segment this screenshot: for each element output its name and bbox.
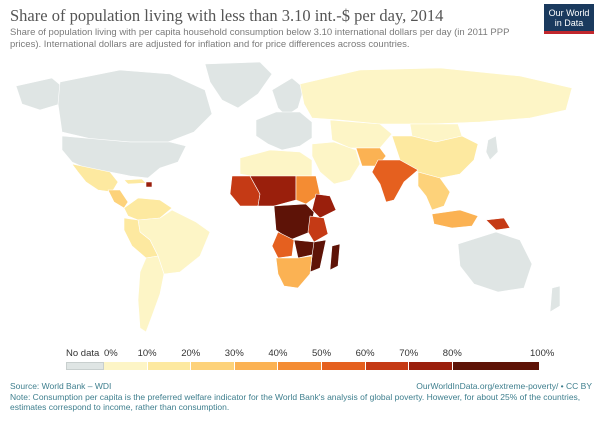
legend-tick-label: 60% xyxy=(355,348,375,359)
logo-line-1: Our World xyxy=(548,8,590,18)
legend: No data 0% 10% 20% 30% 40% 50% 60% 70% 80% 100% xyxy=(0,344,600,374)
legend-bin-6 xyxy=(365,362,410,370)
region-indonesia[interactable] xyxy=(431,209,479,229)
legend-bin-4 xyxy=(278,362,322,370)
region-haiti[interactable] xyxy=(145,181,153,188)
region-papua-new-guinea[interactable] xyxy=(485,217,511,231)
legend-bin-2 xyxy=(191,362,235,370)
legend-tick-label: 50% xyxy=(312,348,332,359)
region-mexico[interactable] xyxy=(71,163,119,193)
region-east-africa[interactable] xyxy=(307,215,329,243)
footnote: Note: Consumption per capita is the pref… xyxy=(10,392,581,412)
chart-title: Share of population living with less tha… xyxy=(10,6,444,25)
owid-logo[interactable]: Our World in Data xyxy=(544,4,594,34)
region-colombia-venezuela[interactable] xyxy=(123,197,173,221)
region-caribbean[interactable] xyxy=(123,178,147,185)
region-central-america[interactable] xyxy=(107,189,129,209)
legend-no-data-swatch xyxy=(66,362,104,370)
region-southern-africa[interactable] xyxy=(275,255,313,289)
region-greenland[interactable] xyxy=(204,61,273,109)
region-ethiopia[interactable] xyxy=(311,193,337,219)
legend-tick-label: 0% xyxy=(104,348,118,359)
legend-bin-8 xyxy=(452,362,540,370)
region-middle-east[interactable] xyxy=(311,141,361,185)
region-india[interactable] xyxy=(371,159,419,203)
legend-tick-label: 40% xyxy=(268,348,288,359)
legend-bin-7 xyxy=(409,362,453,370)
legend-tick-label: 10% xyxy=(137,348,157,359)
region-madagascar[interactable] xyxy=(329,243,341,271)
legend-tick-label: 20% xyxy=(181,348,201,359)
region-europe[interactable] xyxy=(255,111,313,151)
legend-tick-label: 70% xyxy=(399,348,419,359)
logo-line-2: in Data xyxy=(554,18,584,28)
region-north-africa[interactable] xyxy=(239,149,313,179)
region-russia[interactable] xyxy=(299,67,573,125)
legend-no-data-label: No data xyxy=(66,348,100,359)
owid-url-link[interactable]: OurWorldInData.org/extreme-poverty/ • CC… xyxy=(416,381,592,391)
region-alaska[interactable] xyxy=(15,77,65,111)
region-angola[interactable] xyxy=(271,231,295,259)
region-scandinavia[interactable] xyxy=(271,77,305,117)
region-usa[interactable] xyxy=(61,135,187,179)
region-mozambique[interactable] xyxy=(309,239,327,273)
region-southeast-asia[interactable] xyxy=(417,171,451,211)
region-australia[interactable] xyxy=(457,231,533,293)
region-japan[interactable] xyxy=(485,135,499,161)
legend-bin-5 xyxy=(322,362,366,370)
legend-tick-label: 100% xyxy=(530,348,555,359)
source-link[interactable]: Source: World Bank – WDI xyxy=(10,381,112,391)
legend-bin-1 xyxy=(147,362,192,370)
legend-bin-0 xyxy=(104,362,148,370)
chart-subtitle: Share of population living with per capi… xyxy=(10,27,510,50)
region-canada[interactable] xyxy=(57,69,213,143)
region-new-zealand[interactable] xyxy=(549,285,561,313)
world-map xyxy=(15,61,573,333)
legend-tick-label: 30% xyxy=(224,348,244,359)
region-argentina-chile[interactable] xyxy=(137,255,165,333)
region-sudan[interactable] xyxy=(295,175,321,205)
legend-tick-label: 80% xyxy=(442,348,462,359)
legend-bin-3 xyxy=(234,362,279,370)
